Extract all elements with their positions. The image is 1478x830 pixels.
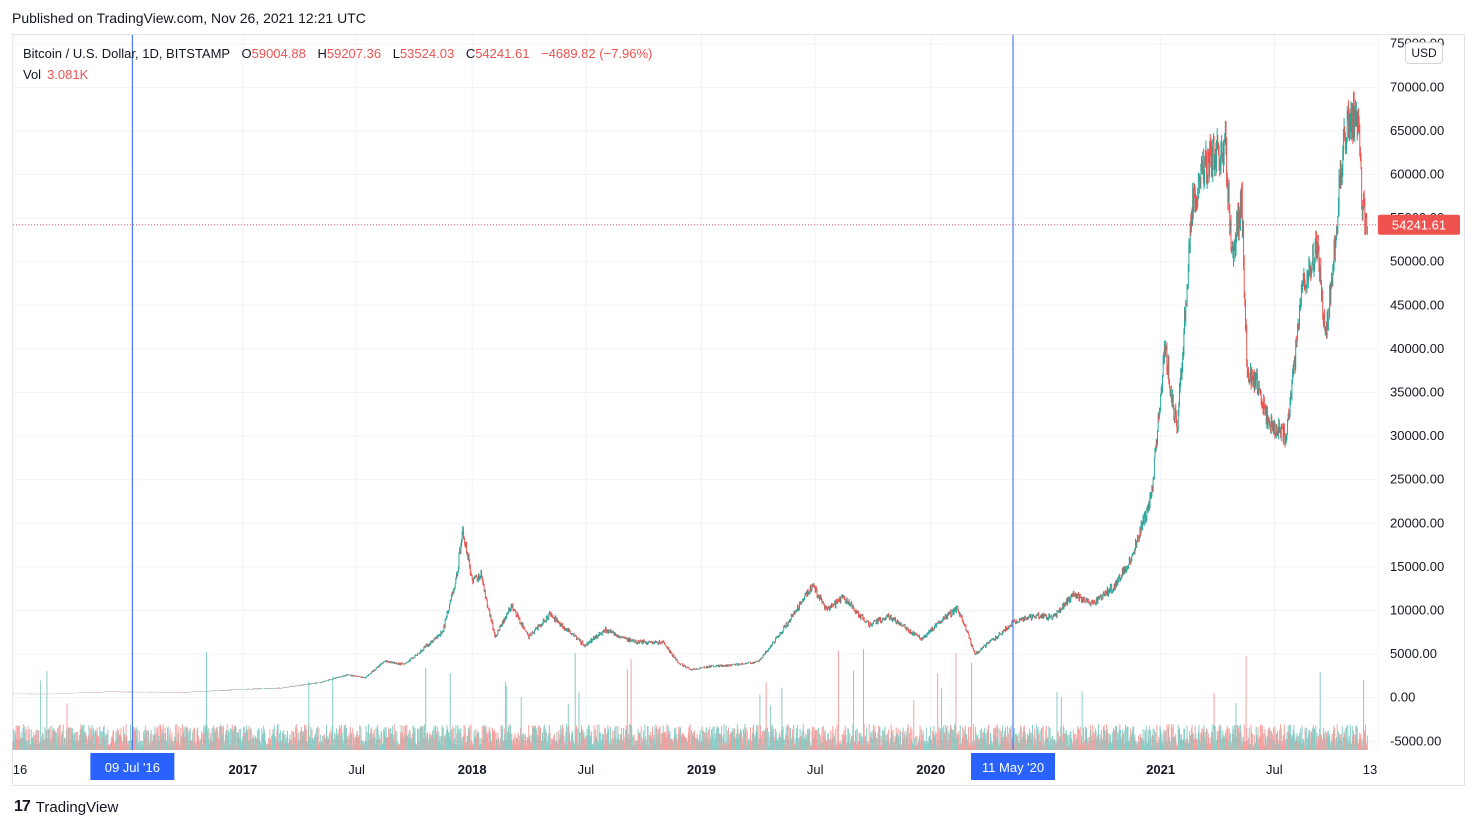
volume-value: 3.081K <box>47 67 89 82</box>
last-price-badge <box>1378 214 1460 235</box>
legend-open-value: 59004.88 <box>251 46 306 61</box>
y-tick-label: 25000.00 <box>1390 472 1444 487</box>
y-tick-label: 5000.00 <box>1390 646 1437 661</box>
date-marker-label: 09 Jul '16 <box>105 760 160 775</box>
price-candles <box>12 91 1368 695</box>
legend-high-label: H <box>317 46 327 61</box>
y-tick-label: 35000.00 <box>1390 385 1444 400</box>
x-tick-label: Jul <box>578 762 595 777</box>
volume-bars <box>12 648 1368 750</box>
y-axis: 75000.0070000.0065000.0060000.0055000.00… <box>1390 36 1444 749</box>
brand-name: TradingView <box>35 798 119 816</box>
x-tick-label: 2020 <box>916 762 945 777</box>
legend-high-value: 59207.36 <box>326 46 382 61</box>
legend-symbol[interactable]: Bitcoin / U.S. Dollar, 1D, BITSTAMP <box>23 46 230 61</box>
y-tick-label: 65000.00 <box>1390 123 1444 138</box>
y-tick-label: 10000.00 <box>1390 602 1444 617</box>
legend-change-value: −4689.82 (−7.96%) <box>541 46 653 61</box>
y-tick-label: 0.00 <box>1390 690 1415 705</box>
y-tick-label: 15000.00 <box>1390 559 1444 574</box>
legend-close-value: 54241.61 <box>475 46 530 61</box>
y-tick-label: 70000.00 <box>1390 79 1444 94</box>
y-tick-label: 40000.00 <box>1390 341 1444 356</box>
x-tick-label: Jul <box>807 762 824 777</box>
x-tick-label: 2021 <box>1146 762 1175 777</box>
x-tick-label: Jul <box>1266 762 1283 777</box>
date-marker-badge <box>971 753 1056 780</box>
x-tick-label: 16 <box>13 762 27 777</box>
x-tick-label: 2017 <box>228 762 257 777</box>
tradingview-brand[interactable]: 17 TradingView <box>14 798 118 816</box>
x-tick-label: 13 <box>1363 762 1377 777</box>
y-tick-label: 50000.00 <box>1390 254 1444 269</box>
y-tick-label: 60000.00 <box>1390 167 1444 182</box>
currency-button[interactable]: USD <box>1405 42 1443 64</box>
x-tick-label: 2019 <box>687 762 716 777</box>
legend-close-label: C <box>465 46 476 61</box>
date-marker-badge <box>90 753 175 780</box>
y-tick-label: 30000.00 <box>1390 428 1444 443</box>
x-axis: 16 2017 Jul 2018 Jul 2019 Jul 2020 2021 Jul 13 <box>13 762 1377 777</box>
published-note: Published on TradingView.com, Nov 26, 20… <box>12 10 366 26</box>
y-tick-label: 20000.00 <box>1390 515 1444 530</box>
y-tick-label: -5000.00 <box>1390 733 1441 748</box>
chart-legend: Bitcoin / U.S. Dollar, 1D, BITSTAMP O590… <box>23 46 652 61</box>
x-tick-label: Jul <box>348 762 365 777</box>
tradingview-logo-icon: 17 <box>14 798 31 815</box>
legend-low-label: L <box>392 46 400 61</box>
grid-lines <box>12 35 1379 750</box>
volume-legend: Vol 3.081K <box>23 67 88 82</box>
legend-open-label: O <box>241 46 252 61</box>
date-marker-label: 11 May '20 <box>982 760 1044 775</box>
last-price-label: 54241.61 <box>1392 218 1446 233</box>
legend-low-value: 53524.03 <box>399 46 455 61</box>
x-tick-label: 2018 <box>458 762 487 777</box>
y-tick-label: 45000.00 <box>1390 297 1444 312</box>
volume-label: Vol <box>23 67 42 82</box>
